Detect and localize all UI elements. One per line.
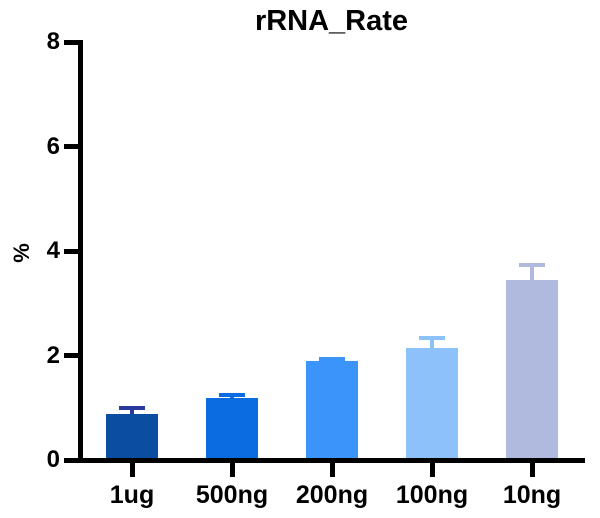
y-tick: [64, 457, 78, 463]
error-bar-whisker: [130, 408, 134, 414]
x-tick: [229, 463, 235, 477]
error-bar-whisker: [430, 337, 434, 349]
x-tick-label-500ng: 500ng: [195, 481, 269, 509]
y-tick-label: 4: [46, 237, 60, 264]
error-bar-cap: [519, 262, 545, 267]
x-tick: [329, 463, 335, 477]
y-tick-label: 6: [46, 132, 60, 160]
y-tick-label: 0: [46, 446, 60, 473]
y-axis-line: [78, 40, 83, 463]
x-tick-label-10ng: 10ng: [502, 481, 562, 509]
error-bar-cap: [319, 356, 345, 361]
bar-10ng: [506, 280, 558, 458]
y-tick: [64, 39, 78, 45]
x-tick-label-100ng: 100ng: [395, 481, 469, 509]
x-axis-line: [78, 458, 585, 463]
x-tick-label-1ug: 1ug: [109, 481, 155, 509]
chart-title: rRNA_Rate: [254, 5, 409, 37]
error-bar-cap: [419, 335, 445, 340]
bar-1ug: [106, 413, 158, 458]
y-tick: [64, 353, 78, 358]
y-tick-label: 2: [46, 341, 60, 369]
y-tick: [64, 248, 78, 254]
y-tick: [64, 144, 78, 149]
bar-200ng: [306, 361, 358, 458]
bar-100ng: [406, 348, 458, 458]
bar-500ng: [206, 397, 258, 458]
error-bar-cap: [119, 406, 145, 411]
x-tick: [129, 463, 135, 477]
x-tick: [529, 463, 535, 477]
x-tick: [429, 463, 435, 477]
error-bar-whisker: [530, 264, 534, 281]
y-tick-label: 8: [46, 28, 60, 55]
error-bar-cap: [219, 393, 245, 398]
x-tick-label-200ng: 200ng: [295, 481, 369, 509]
